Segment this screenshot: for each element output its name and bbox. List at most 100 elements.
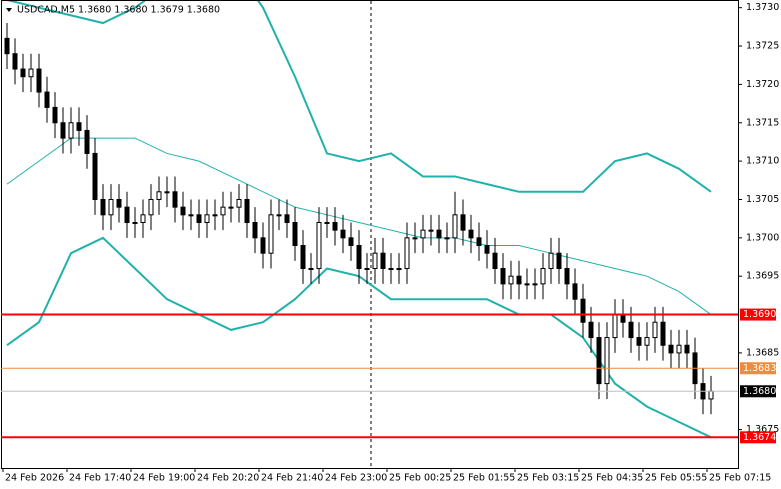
plot-frame	[1, 0, 739, 469]
candle-body	[388, 268, 394, 271]
candle-body	[60, 122, 66, 139]
candle-body	[548, 252, 554, 270]
x-tick-label: 25 Feb 05:55	[645, 473, 707, 484]
candle-body	[92, 152, 98, 200]
last-price-label: 1.3680	[743, 386, 776, 397]
candle-body	[68, 122, 74, 139]
candle-body	[452, 214, 458, 239]
candle-body	[300, 245, 306, 270]
x-tick-label: 25 Feb 07:15	[709, 473, 771, 484]
candle-body	[76, 122, 82, 131]
candle-body	[428, 229, 434, 232]
candle-body	[572, 283, 578, 300]
candle-body	[220, 206, 226, 216]
y-tick-label: 1.3700	[746, 232, 779, 243]
candle-body	[148, 198, 154, 216]
menu-arrow	[6, 8, 12, 12]
candle-body	[404, 237, 410, 270]
candle-body	[588, 321, 594, 339]
candle-body	[260, 237, 266, 254]
candle-body	[44, 91, 50, 108]
candle-body	[420, 229, 426, 239]
x-tick-label: 24 Feb 19:00	[133, 473, 195, 484]
y-tick-label: 1.3675	[746, 424, 779, 435]
candle-body	[612, 314, 618, 339]
candle-body	[252, 221, 258, 239]
candle-body	[532, 283, 538, 286]
candle-body	[596, 337, 602, 385]
candle-body	[132, 221, 138, 224]
candle-body	[276, 214, 282, 217]
x-tick-label: 25 Feb 01:55	[453, 473, 515, 484]
candle-body	[52, 106, 58, 124]
level-label-bg	[740, 308, 776, 321]
candle-body	[180, 206, 186, 216]
chart-title: USDCAD,M5 1.3680 1.3680 1.3679 1.3680	[17, 5, 220, 16]
candle-body	[20, 68, 26, 78]
candle-body	[660, 321, 666, 346]
candle-body	[356, 245, 362, 270]
candle-body	[708, 390, 714, 400]
candle-body	[620, 314, 626, 323]
level-label-bg	[740, 362, 776, 375]
candle-body	[244, 198, 250, 223]
candle-body	[652, 321, 658, 339]
x-tick-label: 25 Feb 04:35	[581, 473, 643, 484]
candle-body	[332, 221, 338, 231]
level-label-bg	[740, 431, 776, 444]
y-tick-label: 1.3685	[746, 347, 779, 358]
level-label: 1.3674	[743, 432, 776, 443]
candle-body	[28, 68, 34, 78]
candle-body	[540, 268, 546, 285]
candle-body	[84, 129, 90, 154]
candle-body	[292, 221, 298, 247]
candle-body	[348, 237, 354, 247]
x-tick-label: 24 Feb 20:20	[197, 473, 259, 484]
candle-body	[436, 229, 442, 239]
x-tick-label: 24 Feb 2026	[5, 473, 64, 484]
x-tick-label: 24 Feb 21:40	[261, 473, 323, 484]
candle-body	[476, 237, 482, 247]
y-tick-label: 1.3725	[746, 41, 779, 52]
bollinger-band	[6, 1, 712, 193]
candle-body	[516, 275, 522, 285]
candle-body	[500, 268, 506, 285]
candle-body	[196, 214, 202, 223]
candle-body	[268, 214, 274, 254]
candle-body	[396, 268, 402, 271]
candle-body	[580, 298, 586, 323]
candle-body	[164, 191, 170, 194]
candle-body	[116, 198, 122, 208]
candle-body	[236, 198, 242, 208]
candle-body	[604, 337, 610, 385]
candle-body	[492, 252, 498, 270]
candle-body	[564, 268, 570, 285]
y-tick-label: 1.3715	[746, 117, 779, 128]
candle-body	[284, 214, 290, 223]
candle-body	[524, 283, 530, 286]
candle-body	[444, 237, 450, 240]
candle-body	[100, 198, 106, 216]
candle-body	[340, 229, 346, 239]
level-label: 1.3683	[743, 363, 776, 374]
candle-body	[636, 337, 642, 346]
candle-body	[508, 275, 514, 285]
candle-body	[204, 214, 210, 223]
candle-body	[188, 214, 194, 217]
candle-body	[140, 214, 146, 223]
candle-body	[484, 245, 490, 254]
bollinger-band	[6, 137, 712, 315]
candle-body	[4, 37, 10, 55]
candle-body	[324, 221, 330, 224]
candle-body	[556, 252, 562, 270]
candle-body	[316, 221, 322, 270]
level-label: 1.3690	[743, 309, 776, 320]
candle-body	[108, 198, 114, 216]
last-price-bg	[740, 385, 776, 398]
candle-body	[12, 53, 18, 70]
y-tick-label: 1.3720	[746, 79, 779, 90]
candle-body	[364, 268, 370, 271]
x-tick-label: 24 Feb 23:00	[325, 473, 387, 484]
candle-body	[124, 206, 130, 223]
